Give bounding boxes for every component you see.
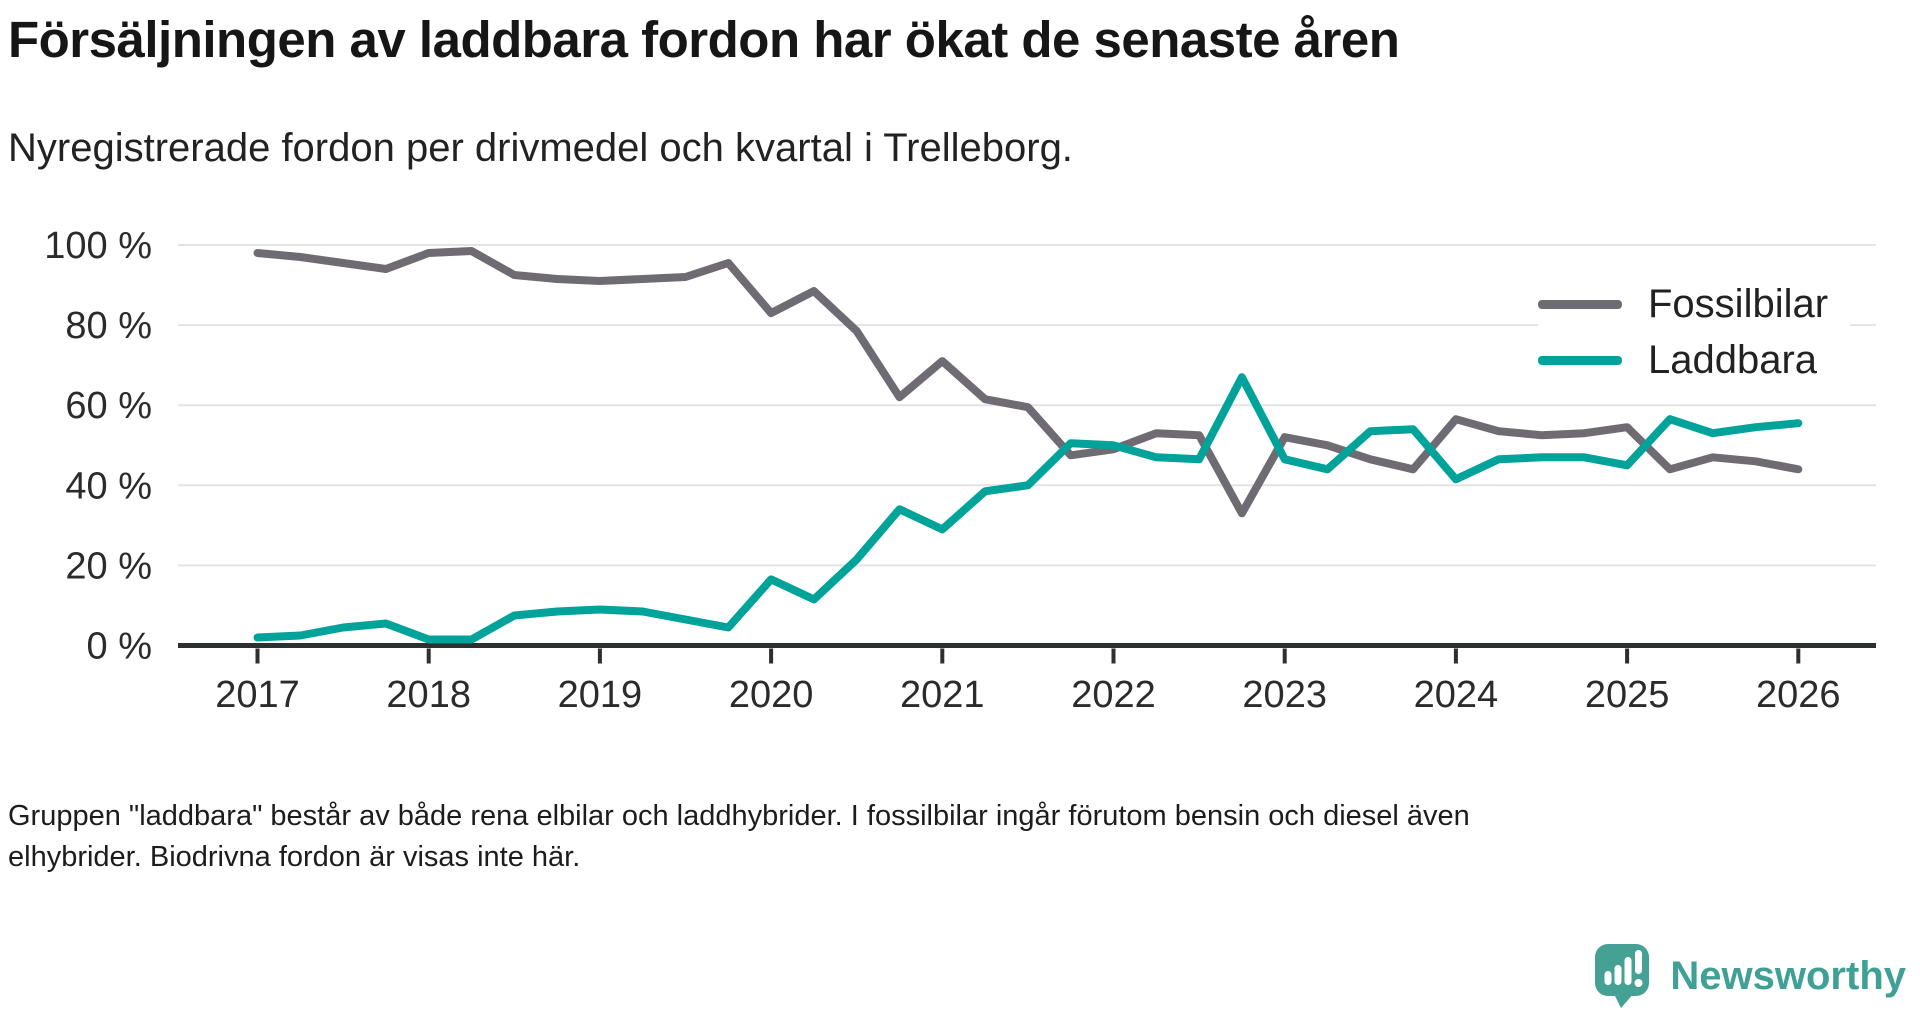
y-tick-label-60: 60 %: [65, 385, 152, 427]
y-tick-label-80: 80 %: [65, 305, 152, 347]
x-tick-label-2017: 2017: [215, 674, 300, 716]
x-tick-label-2026: 2026: [1756, 674, 1841, 716]
x-tick-label-2020: 2020: [729, 674, 814, 716]
footnote-line-2: elhybrider. Biodrivna fordon är visas in…: [8, 841, 581, 873]
y-tick-label-100: 100 %: [44, 225, 152, 267]
series-line-fossilbilar: [253, 247, 1803, 518]
chart-title: Försäljningen av laddbara fordon har öka…: [8, 11, 1400, 68]
x-tick-label-2019: 2019: [558, 674, 643, 716]
legend-item-laddbara: Laddbara: [1538, 332, 1850, 388]
x-tick-label-2022: 2022: [1071, 674, 1156, 716]
y-tick-label-20: 20 %: [65, 545, 152, 587]
newsworthy-logo-icon: [1595, 944, 1650, 1008]
laddbara-line-swatch: [1538, 355, 1622, 365]
x-tick-label-2023: 2023: [1242, 674, 1327, 716]
legend-label-laddbara: Laddbara: [1648, 337, 1818, 382]
footnote: Gruppen "laddbara" består av både rena e…: [8, 796, 1470, 878]
x-tick-label-2024: 2024: [1414, 674, 1499, 716]
x-tick-label-2021: 2021: [900, 674, 985, 716]
footnote-line-1: Gruppen "laddbara" består av både rena e…: [8, 800, 1470, 832]
x-tick-label-2018: 2018: [386, 674, 471, 716]
newsworthy-logo: Newsworthy: [1594, 942, 1906, 1010]
series-line-laddbara: [253, 373, 1803, 644]
y-tick-label-40: 40 %: [65, 465, 152, 507]
chart-subtitle: Nyregistrerade fordon per drivmedel och …: [8, 126, 1073, 170]
y-tick-label-0: 0 %: [87, 626, 152, 668]
fossilbilar-line-swatch: [1538, 299, 1622, 309]
legend: Fossilbilar Laddbara: [1538, 276, 1850, 388]
legend-item-fossilbilar: Fossilbilar: [1538, 276, 1850, 332]
x-tick-label-2025: 2025: [1585, 674, 1670, 716]
newsworthy-logo-text: Newsworthy: [1670, 953, 1906, 998]
legend-label-fossilbilar: Fossilbilar: [1648, 281, 1829, 326]
